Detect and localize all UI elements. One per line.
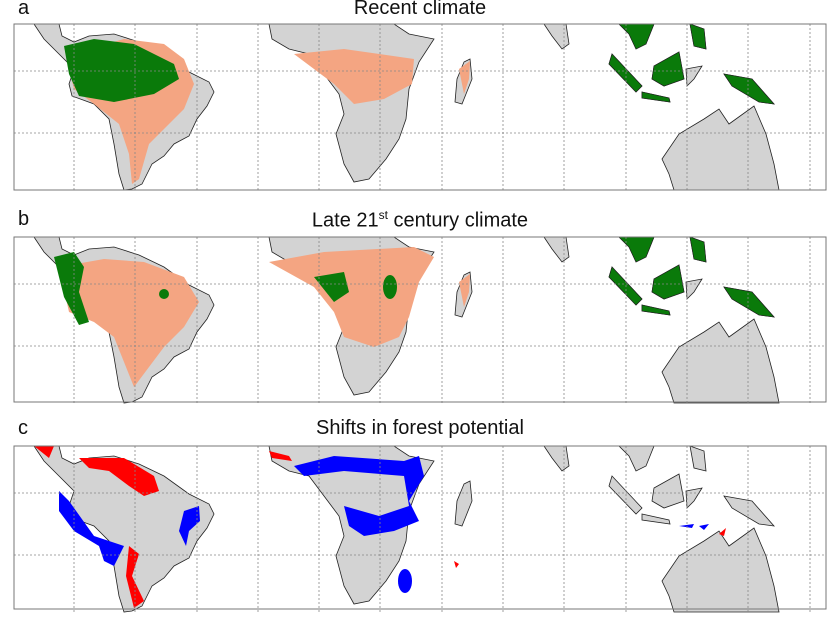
panel-a-map [13, 23, 827, 191]
panel-a-letter: a [18, 0, 30, 19]
panel-c-letter: c [18, 417, 28, 439]
panel-b-map [13, 236, 827, 404]
panel-c-map [13, 445, 827, 613]
panel-c-title: Shifts in forest potential [316, 417, 524, 439]
panel-b-title: Late 21st century climate [311, 208, 529, 232]
panel-a-title: Recent climate [353, 0, 487, 19]
panel-b-letter: b [18, 208, 30, 230]
